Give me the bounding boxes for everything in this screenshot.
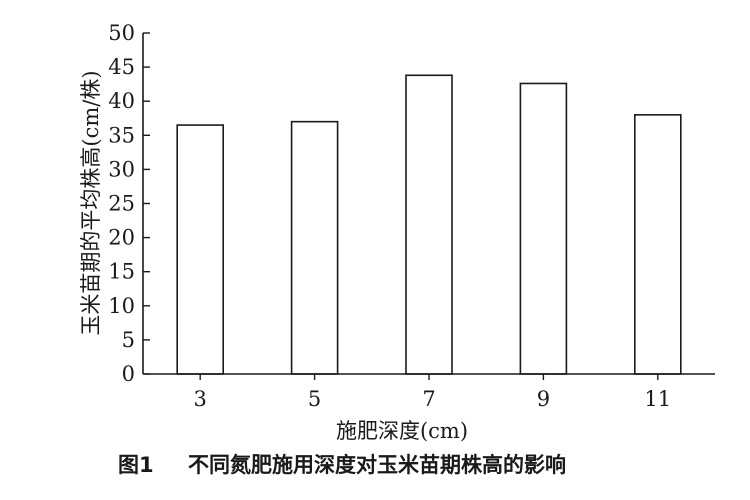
x-ticks-group: 3 5 7 9 11 <box>194 374 671 411</box>
y-tick-label: 50 <box>108 21 135 45</box>
y-axis-title: 玉米苗期的平均株高(cm/株) <box>79 70 103 335</box>
y-tick-label: 35 <box>108 123 135 147</box>
y-tick-label: 15 <box>108 260 135 284</box>
x-tick-label: 9 <box>537 387 550 411</box>
y-tick-label: 25 <box>108 192 135 216</box>
y-tick-label: 45 <box>108 55 135 79</box>
y-tick-label: 40 <box>108 89 135 113</box>
y-tick-label: 30 <box>108 157 135 181</box>
x-tick-label: 5 <box>308 387 321 411</box>
y-tick-label: 20 <box>108 226 135 250</box>
y-tick-label: 0 <box>122 362 135 386</box>
x-axis-title: 施肥深度(cm) <box>336 419 468 443</box>
y-tick-label: 5 <box>122 328 135 352</box>
bar-3 <box>176 124 224 375</box>
bar-9 <box>519 82 568 375</box>
x-tick-label: 11 <box>644 387 671 411</box>
y-ticks-group: 0 5 10 15 20 25 30 35 40 45 50 <box>108 21 150 386</box>
x-tick-label: 3 <box>194 387 207 411</box>
figure-caption-text: 不同氮肥施用深度对玉米苗期株高的影响 <box>188 453 566 477</box>
bar-7 <box>405 74 453 375</box>
y-tick-label: 10 <box>108 294 135 318</box>
bars-group <box>176 74 682 375</box>
bar-11 <box>633 114 682 375</box>
bar-5 <box>290 120 339 375</box>
figure-caption-label: 图1 <box>118 453 154 477</box>
x-tick-label: 7 <box>422 387 435 411</box>
